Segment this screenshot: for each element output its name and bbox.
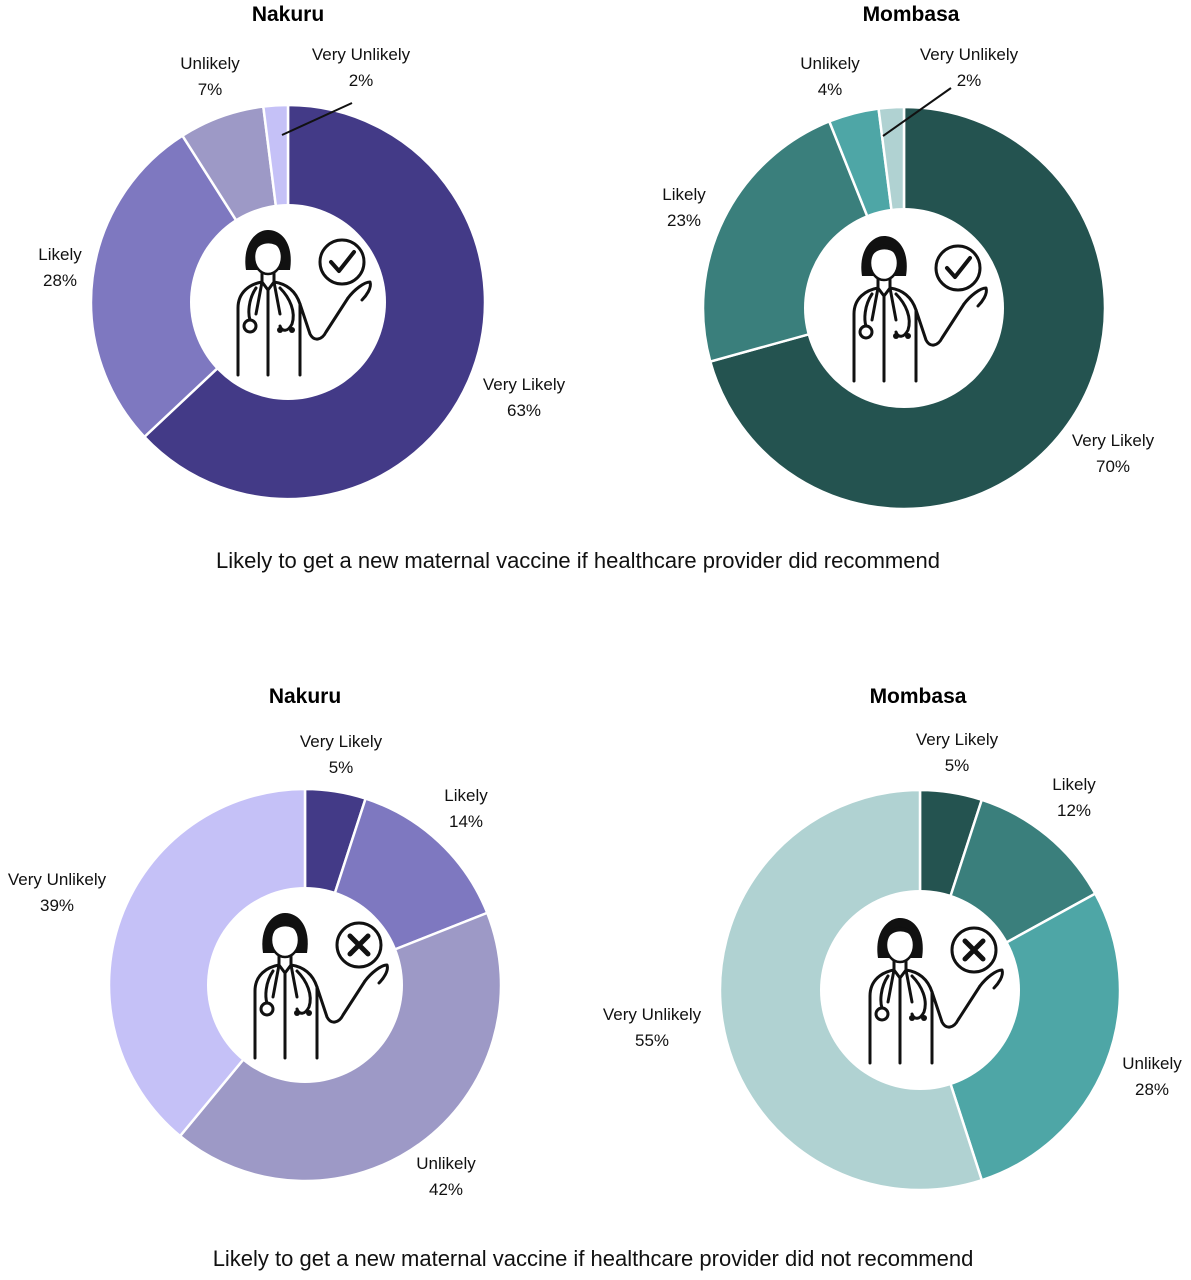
label-very-likely-percent: 5% <box>329 758 354 777</box>
label-very-unlikely: Very Unlikely <box>312 45 411 64</box>
label-unlikely-percent: 7% <box>198 80 223 99</box>
chart-title: Mombasa <box>863 3 960 26</box>
label-very-unlikely-percent: 39% <box>40 896 74 915</box>
donut-hole <box>820 890 1020 1090</box>
label-unlikely: Unlikely <box>800 54 860 73</box>
label-very-unlikely: Very Unlikely <box>603 1005 702 1024</box>
donut-chart-nakuru-recommend: Nakuru Very Likely 63% Likely 28% Unlikely 7% V… <box>38 3 566 501</box>
chart-title: Mombasa <box>870 685 967 708</box>
chart-title: Nakuru <box>269 685 341 708</box>
label-unlikely-percent: 4% <box>818 80 843 99</box>
label-likely: Likely <box>444 786 488 805</box>
label-very-likely-percent: 70% <box>1096 457 1130 476</box>
leader-line <box>281 102 353 136</box>
label-very-likely-percent: 5% <box>945 756 970 775</box>
cross-icon <box>347 933 371 957</box>
chart-title: Nakuru <box>252 3 324 26</box>
label-unlikely-percent: 28% <box>1135 1080 1169 1099</box>
check-icon <box>329 250 356 273</box>
donut-hole <box>190 204 386 400</box>
donut-hole <box>804 208 1004 408</box>
label-unlikely: Unlikely <box>1122 1054 1182 1073</box>
label-unlikely: Unlikely <box>416 1154 476 1173</box>
label-very-likely-percent: 63% <box>507 401 541 420</box>
label-likely: Likely <box>1052 775 1096 794</box>
cross-icon <box>962 938 986 962</box>
slice-likely <box>89 133 290 439</box>
label-likely-percent: 12% <box>1057 801 1091 820</box>
caption-not-recommend: Likely to get a new maternal vaccine if … <box>213 1246 974 1271</box>
label-likely-percent: 14% <box>449 812 483 831</box>
label-very-likely: Very Likely <box>916 730 999 749</box>
label-likely: Likely <box>38 245 82 264</box>
check-icon <box>945 256 972 279</box>
doctor-check-icon <box>852 236 988 383</box>
label-very-unlikely: Very Unlikely <box>920 45 1019 64</box>
donut-chart-mombasa-recommend: Mombasa Very Likely 70% Likely 23% Unlikely 4%… <box>662 3 1155 511</box>
label-very-likely: Very Likely <box>483 375 566 394</box>
caption-recommend: Likely to get a new maternal vaccine if … <box>216 548 940 573</box>
label-very-likely: Very Likely <box>1072 431 1155 450</box>
label-unlikely: Unlikely <box>180 54 240 73</box>
label-likely-percent: 23% <box>667 211 701 230</box>
label-very-unlikely-percent: 55% <box>635 1031 669 1050</box>
slice-very-unlikely <box>107 787 307 1138</box>
label-likely: Likely <box>662 185 706 204</box>
donut-hole <box>207 887 403 1083</box>
label-very-likely: Very Likely <box>300 732 383 751</box>
doctor-cross-icon <box>868 918 1004 1065</box>
label-very-unlikely-percent: 2% <box>957 71 982 90</box>
doctor-check-icon <box>236 230 372 377</box>
label-very-unlikely: Very Unlikely <box>8 870 107 889</box>
leader-line <box>882 87 952 137</box>
donut-chart-nakuru-not-recommend: Nakuru Very Likely 5% Likely 14% Unlikely 42% V… <box>8 685 503 1199</box>
doctor-cross-icon <box>253 913 389 1060</box>
label-very-unlikely-percent: 2% <box>349 71 374 90</box>
donut-chart-mombasa-not-recommend: Mombasa Very Likely 5% Likely 12% Unlikely 28%… <box>603 685 1182 1192</box>
label-unlikely-percent: 42% <box>429 1180 463 1199</box>
label-likely-percent: 28% <box>43 271 77 290</box>
